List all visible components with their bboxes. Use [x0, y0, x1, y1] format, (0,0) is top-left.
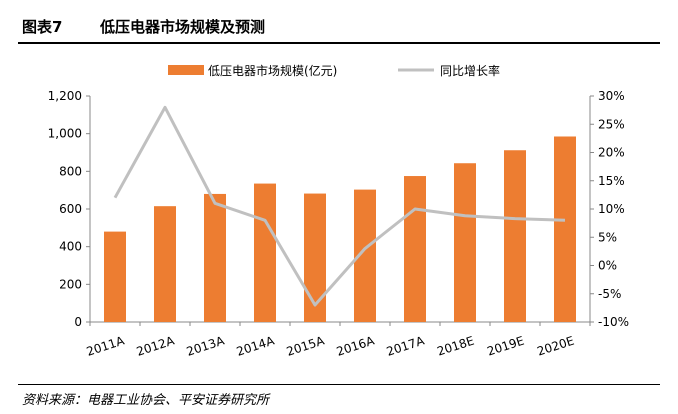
growth-line [113, 105, 566, 307]
bar [154, 206, 176, 322]
y-right-tick-label: 30% [598, 89, 625, 103]
bar [454, 163, 476, 322]
x-tick-label: 2017A [385, 333, 427, 359]
x-tick-label: 2018E [435, 334, 476, 359]
x-tick-label: 2011A [85, 333, 127, 359]
legend-swatch-bar [168, 65, 204, 75]
figure-footer: 资料来源：电器工业协会、平安证券研究所 [18, 384, 660, 408]
y-right-tick-label: 5% [598, 230, 617, 244]
y-right-tick-label: -10% [598, 315, 629, 329]
legend-label-line: 同比增长率 [440, 63, 500, 78]
y-left-tick-label: 1,000 [48, 127, 82, 141]
y-left-tick-label: 600 [59, 202, 82, 216]
footer-rule [18, 384, 660, 385]
x-tick-label: 2016A [335, 333, 377, 359]
y-right-tick-label: 10% [598, 202, 625, 216]
x-tick-label: 2014A [235, 333, 277, 359]
bar [104, 231, 126, 322]
y-left-tick-label: 1,200 [48, 89, 82, 103]
bar [504, 150, 526, 322]
y-left-tick-label: 0 [74, 315, 82, 329]
bar [554, 136, 576, 322]
header-rule [18, 42, 660, 44]
bar [304, 193, 326, 322]
y-right-tick-label: 0% [598, 259, 617, 273]
bar [354, 189, 376, 322]
x-tick-label: 2019E [485, 334, 526, 359]
legend-label-bar: 低压电器市场规模(亿元) [208, 63, 337, 78]
y-left-tick-label: 200 [59, 277, 82, 291]
y-right-tick-label: 25% [598, 117, 625, 131]
x-tick-label: 2015A [285, 333, 327, 359]
bar [254, 183, 276, 322]
y-right-tick-label: -5% [598, 287, 621, 301]
x-tick-label: 2013A [185, 333, 227, 359]
figure-header: 图表7 低压电器市场规模及预测 [18, 10, 660, 44]
figure-source: 资料来源：电器工业协会、平安证券研究所 [22, 393, 270, 408]
bar [204, 193, 226, 322]
bar [404, 176, 426, 322]
y-left-tick-label: 800 [59, 164, 82, 178]
y-right-tick-label: 20% [598, 146, 625, 160]
x-tick-label: 2012A [135, 333, 177, 359]
figure-title: 低压电器市场规模及预测 [100, 18, 266, 36]
y-left-tick-label: 400 [59, 240, 82, 254]
figure-number: 图表7 [22, 18, 63, 36]
x-tick-label: 2020E [535, 334, 576, 359]
y-right-tick-label: 15% [598, 174, 625, 188]
